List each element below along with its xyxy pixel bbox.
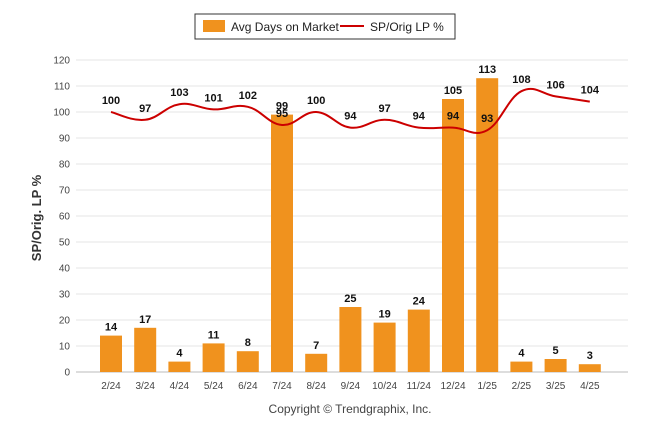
bar-data-label: 14 [105,322,118,334]
bar-data-label: 24 [413,296,426,308]
bar [510,361,533,372]
bar [442,99,464,372]
bar [578,364,601,372]
line-data-label: 108 [512,74,530,86]
bar-data-label: 25 [344,293,356,305]
bar-data-labels: 14 17 4 11 8 99 7 25 19 24 105 113 4 5 3 [105,64,593,362]
bar [202,343,225,372]
legend-line-label: SP/Orig LP % [370,20,444,34]
legend-box [194,13,456,40]
y-tick-label: 70 [59,186,71,197]
bar-data-label: 8 [245,337,251,349]
x-tick-label: 11/24 [407,381,432,392]
line-data-label: 100 [102,95,120,107]
bar-data-label: 19 [378,309,390,321]
x-tick-label: 3/24 [135,381,155,392]
y-tick-label: 100 [53,108,70,119]
y-tick-label: 90 [59,134,71,145]
line-data-label: 94 [413,111,426,123]
x-tick-label: 3/25 [546,381,566,392]
y-tick-label: 40 [59,264,71,275]
line-data-label: 94 [447,111,460,123]
bar-data-label: 7 [313,340,319,352]
legend: Avg Days on Market SP/Orig LP % [194,13,456,40]
bar-data-label: 4 [176,348,183,360]
x-tick-label: 5/24 [204,381,224,392]
line-data-label: 93 [481,113,493,125]
line-data-label: 97 [139,103,151,115]
bar [476,78,499,372]
bar-data-label: 113 [478,64,496,76]
line-data-label: 97 [378,103,390,115]
x-tick-label: 1/25 [477,381,497,392]
x-tick-label: 6/24 [238,381,258,392]
y-tick-label: 10 [59,342,71,353]
bar [339,307,362,372]
bar [373,322,396,372]
line-data-label: 103 [170,87,188,99]
bar-data-label: 3 [587,350,593,362]
bar [134,327,157,372]
copyright-footer: Copyright © Trendgraphix, Inc. [269,402,432,416]
bar-data-label: 99 [276,101,288,113]
sp-orig-lp-line [110,87,590,134]
legend-bar-swatch [203,20,225,32]
line-data-labels: 100 97 103 101 102 95 100 94 97 94 94 93 108 106 104 [102,74,600,125]
y-tick-label: 30 [59,290,71,301]
bar [168,361,191,372]
x-tick-label: 4/25 [580,381,600,392]
x-tick-label: 8/24 [306,381,326,392]
bar [236,351,259,372]
y-tick-label: 0 [64,368,70,379]
y-tick-label: 60 [59,212,71,223]
line-data-label: 104 [581,85,600,97]
bar [271,114,293,372]
line-data-label: 101 [204,92,222,104]
y-tick-label: 120 [53,56,70,67]
gridlines [76,59,628,373]
x-tick-label: 2/25 [512,381,532,392]
x-tick-label: 9/24 [341,381,361,392]
y-tick-label: 50 [59,238,71,249]
x-axis-ticks: 2/24 3/24 4/24 5/24 6/24 7/24 8/24 9/24 10/24 11/… [101,381,600,392]
y-axis-ticks: 0 10 20 30 40 50 60 70 80 90 100 110 120 [53,56,70,379]
bar [544,359,567,372]
line-data-label: 95 [276,108,288,120]
y-tick-label: 80 [59,160,71,171]
line-series [110,87,590,134]
bar [407,309,430,372]
bar [305,353,328,372]
y-tick-label: 20 [59,316,71,327]
x-tick-label: 2/24 [101,381,121,392]
bar-data-label: 5 [553,345,559,357]
bars [100,78,601,372]
line-data-label: 94 [344,111,357,123]
line-data-label: 100 [307,95,325,107]
y-tick-label: 110 [54,82,70,93]
x-tick-label: 12/24 [440,381,465,392]
legend-bar-label: Avg Days on Market [231,20,339,34]
bar [100,335,122,372]
x-tick-label: 7/24 [272,381,292,392]
x-tick-label: 10/24 [372,381,397,392]
x-tick-label: 4/24 [170,381,190,392]
line-data-label: 102 [239,90,257,102]
bar-data-label: 17 [139,314,151,326]
y-axis-title: SP/Orig. LP % [29,174,44,261]
line-data-label: 106 [546,79,564,91]
bar-data-label: 105 [444,85,462,97]
bar-data-label: 4 [518,348,525,360]
bar-data-label: 11 [208,329,220,341]
